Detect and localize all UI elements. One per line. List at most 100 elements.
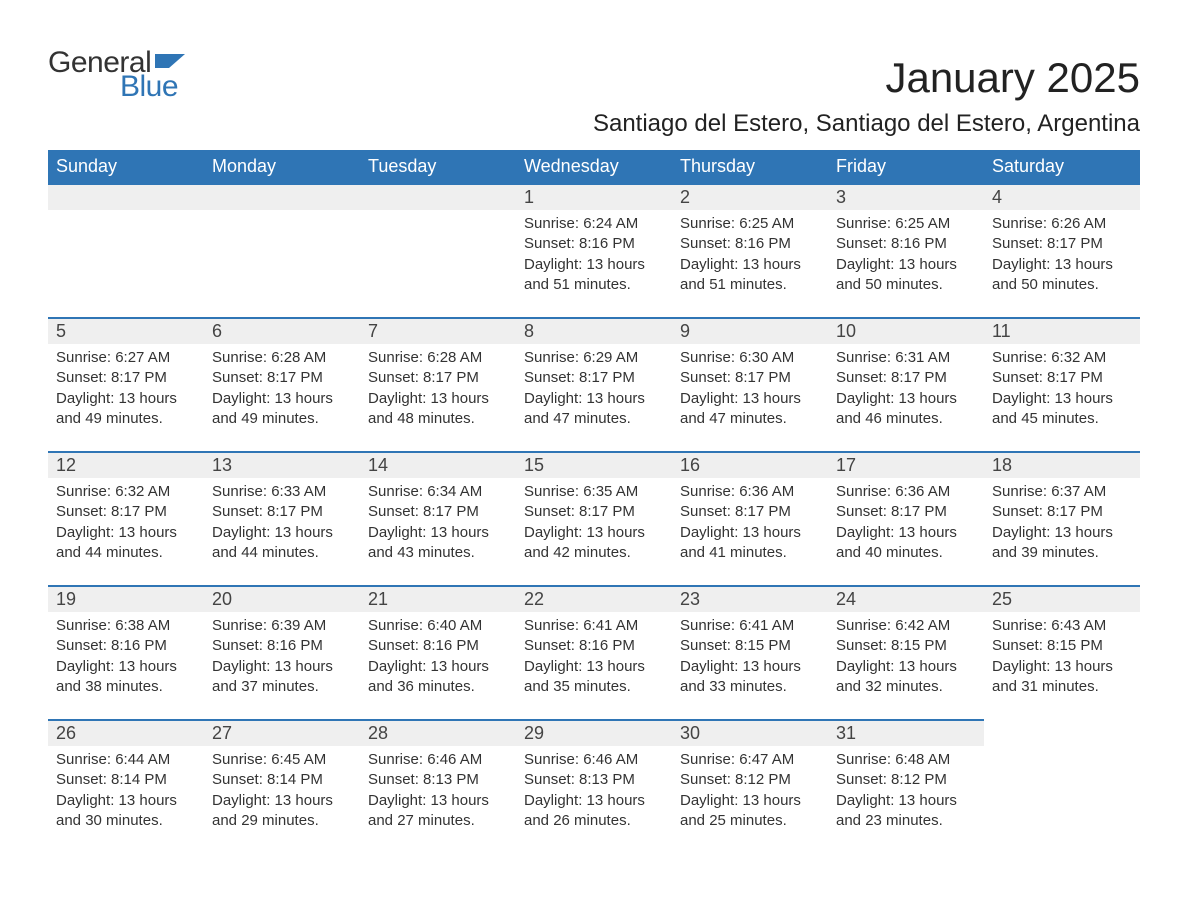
sunset-line: Sunset: 8:13 PM [524, 770, 664, 790]
sunrise-line: Sunrise: 6:34 AM [368, 482, 508, 502]
day-number-cell: 5 [48, 318, 204, 344]
day-body-cell: Sunrise: 6:35 AMSunset: 8:17 PMDaylight:… [516, 478, 672, 586]
flag-icon [155, 48, 185, 72]
week-body-row: Sunrise: 6:32 AMSunset: 8:17 PMDaylight:… [48, 478, 1140, 586]
calendar-body: 1234Sunrise: 6:24 AMSunset: 8:16 PMDayli… [48, 184, 1140, 854]
day-body-cell: Sunrise: 6:36 AMSunset: 8:17 PMDaylight:… [828, 478, 984, 586]
daylight-line: Daylight: 13 hours and 30 minutes. [56, 791, 196, 832]
daylight-line: Daylight: 13 hours and 41 minutes. [680, 523, 820, 564]
sunrise-line: Sunrise: 6:48 AM [836, 750, 976, 770]
day-number-cell: 19 [48, 586, 204, 612]
day-body-cell: Sunrise: 6:33 AMSunset: 8:17 PMDaylight:… [204, 478, 360, 586]
sunset-line: Sunset: 8:17 PM [524, 368, 664, 388]
day-body-cell: Sunrise: 6:36 AMSunset: 8:17 PMDaylight:… [672, 478, 828, 586]
sunset-line: Sunset: 8:16 PM [212, 636, 352, 656]
col-monday: Monday [204, 150, 360, 184]
day-body-cell [360, 210, 516, 318]
weekday-header-row: Sunday Monday Tuesday Wednesday Thursday… [48, 150, 1140, 184]
daylight-line: Daylight: 13 hours and 47 minutes. [680, 389, 820, 430]
sunrise-line: Sunrise: 6:39 AM [212, 616, 352, 636]
day-number-cell [48, 184, 204, 210]
day-body-cell: Sunrise: 6:28 AMSunset: 8:17 PMDaylight:… [360, 344, 516, 452]
sunset-line: Sunset: 8:17 PM [212, 368, 352, 388]
sunset-line: Sunset: 8:16 PM [524, 234, 664, 254]
daylight-line: Daylight: 13 hours and 51 minutes. [524, 255, 664, 296]
week-number-row: 19202122232425 [48, 586, 1140, 612]
sunset-line: Sunset: 8:17 PM [680, 502, 820, 522]
week-body-row: Sunrise: 6:24 AMSunset: 8:16 PMDaylight:… [48, 210, 1140, 318]
day-number-cell: 3 [828, 184, 984, 210]
day-body-cell: Sunrise: 6:26 AMSunset: 8:17 PMDaylight:… [984, 210, 1140, 318]
day-body-cell: Sunrise: 6:46 AMSunset: 8:13 PMDaylight:… [360, 746, 516, 854]
day-body-cell: Sunrise: 6:25 AMSunset: 8:16 PMDaylight:… [828, 210, 984, 318]
sunset-line: Sunset: 8:16 PM [680, 234, 820, 254]
day-number-cell: 7 [360, 318, 516, 344]
daylight-line: Daylight: 13 hours and 37 minutes. [212, 657, 352, 698]
day-body-cell: Sunrise: 6:42 AMSunset: 8:15 PMDaylight:… [828, 612, 984, 720]
day-number-cell: 22 [516, 586, 672, 612]
day-number-cell: 1 [516, 184, 672, 210]
sunrise-line: Sunrise: 6:41 AM [524, 616, 664, 636]
daylight-line: Daylight: 13 hours and 42 minutes. [524, 523, 664, 564]
day-number-cell: 18 [984, 452, 1140, 478]
sunrise-line: Sunrise: 6:26 AM [992, 214, 1132, 234]
day-number-cell: 2 [672, 184, 828, 210]
day-body-cell: Sunrise: 6:38 AMSunset: 8:16 PMDaylight:… [48, 612, 204, 720]
sunset-line: Sunset: 8:17 PM [992, 368, 1132, 388]
sunrise-line: Sunrise: 6:35 AM [524, 482, 664, 502]
day-body-cell: Sunrise: 6:40 AMSunset: 8:16 PMDaylight:… [360, 612, 516, 720]
sunset-line: Sunset: 8:16 PM [524, 636, 664, 656]
logo: General Blue [48, 48, 185, 102]
col-wednesday: Wednesday [516, 150, 672, 184]
sunrise-line: Sunrise: 6:32 AM [992, 348, 1132, 368]
day-number-cell: 21 [360, 586, 516, 612]
day-number-cell: 20 [204, 586, 360, 612]
sunset-line: Sunset: 8:17 PM [368, 502, 508, 522]
sunset-line: Sunset: 8:16 PM [836, 234, 976, 254]
page-header: General Blue January 2025 [48, 48, 1140, 102]
daylight-line: Daylight: 13 hours and 38 minutes. [56, 657, 196, 698]
day-body-cell: Sunrise: 6:43 AMSunset: 8:15 PMDaylight:… [984, 612, 1140, 720]
daylight-line: Daylight: 13 hours and 32 minutes. [836, 657, 976, 698]
sunrise-line: Sunrise: 6:33 AM [212, 482, 352, 502]
daylight-line: Daylight: 13 hours and 23 minutes. [836, 791, 976, 832]
sunrise-line: Sunrise: 6:36 AM [680, 482, 820, 502]
col-sunday: Sunday [48, 150, 204, 184]
calendar-page: General Blue January 2025 Santiago del E… [0, 0, 1188, 918]
day-body-cell: Sunrise: 6:37 AMSunset: 8:17 PMDaylight:… [984, 478, 1140, 586]
sunset-line: Sunset: 8:17 PM [56, 368, 196, 388]
day-number-cell: 17 [828, 452, 984, 478]
week-number-row: 1234 [48, 184, 1140, 210]
daylight-line: Daylight: 13 hours and 49 minutes. [56, 389, 196, 430]
sunrise-line: Sunrise: 6:25 AM [836, 214, 976, 234]
sunset-line: Sunset: 8:14 PM [56, 770, 196, 790]
week-number-row: 262728293031 [48, 720, 1140, 746]
week-number-row: 12131415161718 [48, 452, 1140, 478]
day-body-cell: Sunrise: 6:39 AMSunset: 8:16 PMDaylight:… [204, 612, 360, 720]
day-number-cell [360, 184, 516, 210]
week-number-row: 567891011 [48, 318, 1140, 344]
day-number-cell: 4 [984, 184, 1140, 210]
sunset-line: Sunset: 8:17 PM [680, 368, 820, 388]
sunset-line: Sunset: 8:15 PM [680, 636, 820, 656]
col-tuesday: Tuesday [360, 150, 516, 184]
logo-text-blue: Blue [120, 72, 185, 102]
week-body-row: Sunrise: 6:27 AMSunset: 8:17 PMDaylight:… [48, 344, 1140, 452]
daylight-line: Daylight: 13 hours and 46 minutes. [836, 389, 976, 430]
day-number-cell: 6 [204, 318, 360, 344]
daylight-line: Daylight: 13 hours and 44 minutes. [56, 523, 196, 564]
day-number-cell: 31 [828, 720, 984, 746]
day-number-cell: 15 [516, 452, 672, 478]
sunrise-line: Sunrise: 6:25 AM [680, 214, 820, 234]
day-body-cell: Sunrise: 6:32 AMSunset: 8:17 PMDaylight:… [48, 478, 204, 586]
day-body-cell: Sunrise: 6:45 AMSunset: 8:14 PMDaylight:… [204, 746, 360, 854]
sunrise-line: Sunrise: 6:32 AM [56, 482, 196, 502]
sunrise-line: Sunrise: 6:30 AM [680, 348, 820, 368]
daylight-line: Daylight: 13 hours and 50 minutes. [836, 255, 976, 296]
sunrise-line: Sunrise: 6:46 AM [368, 750, 508, 770]
daylight-line: Daylight: 13 hours and 47 minutes. [524, 389, 664, 430]
day-number-cell: 27 [204, 720, 360, 746]
daylight-line: Daylight: 13 hours and 40 minutes. [836, 523, 976, 564]
daylight-line: Daylight: 13 hours and 25 minutes. [680, 791, 820, 832]
day-body-cell: Sunrise: 6:46 AMSunset: 8:13 PMDaylight:… [516, 746, 672, 854]
